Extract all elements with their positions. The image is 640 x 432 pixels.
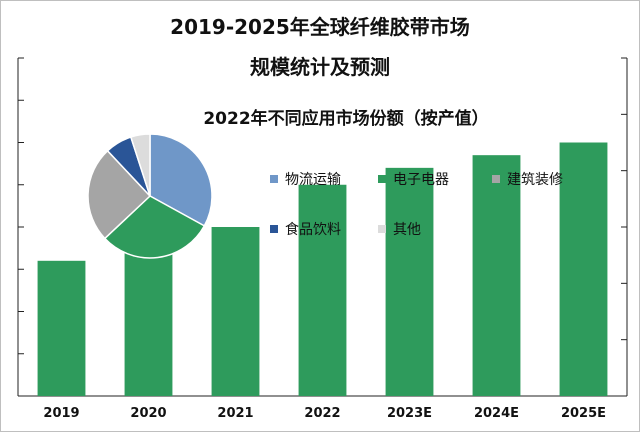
category-label-2022: 2022 bbox=[304, 406, 340, 421]
legend-swatch-1 bbox=[378, 175, 386, 183]
legend-swatch-2 bbox=[492, 175, 500, 183]
pie-slice-1 bbox=[103, 195, 206, 259]
legend-label-3: 食品饮料 bbox=[285, 221, 341, 238]
pie-slice-0 bbox=[149, 133, 213, 227]
left-axis-ticks bbox=[18, 57, 24, 397]
category-label-2020: 2020 bbox=[130, 406, 166, 421]
category-label-2025E: 2025E bbox=[561, 406, 606, 421]
bar-2020 bbox=[124, 239, 173, 396]
bar-2022 bbox=[298, 184, 347, 396]
legend-label-4: 其他 bbox=[393, 222, 421, 238]
pie-title: 2022年不同应用市场份额（按产值） bbox=[203, 108, 488, 129]
category-label-2024E: 2024E bbox=[474, 406, 519, 421]
pie-chart bbox=[87, 133, 213, 259]
bar-2025E bbox=[559, 142, 608, 396]
chart-title-line-2: 规模统计及预测 bbox=[250, 55, 390, 79]
category-label-2019: 2019 bbox=[43, 406, 79, 421]
pie-slice-4 bbox=[129, 133, 151, 197]
bar-2019 bbox=[37, 260, 86, 396]
bar-2023E bbox=[385, 167, 434, 396]
legend-label-1: 电子电器 bbox=[393, 172, 449, 188]
bar-2024E bbox=[472, 155, 521, 396]
legend-label-2: 建筑装修 bbox=[507, 172, 563, 188]
legend-swatch-4 bbox=[378, 225, 386, 233]
pie-slice-2 bbox=[87, 149, 152, 240]
category-label-2021: 2021 bbox=[217, 406, 253, 421]
legend-label-0: 物流运输 bbox=[285, 172, 341, 188]
right-axis-ticks bbox=[621, 57, 627, 397]
bar-series bbox=[37, 142, 608, 396]
chart-title-line-1: 2019-2025年全球纤维胶带市场 bbox=[170, 15, 470, 39]
legend-swatch-0 bbox=[270, 175, 278, 183]
bar-2021 bbox=[211, 227, 260, 396]
category-label-2023E: 2023E bbox=[387, 406, 432, 421]
legend-swatch-3 bbox=[270, 225, 278, 233]
category-labels: 2019 2020 2021 2022 2023E 2024E 2025E bbox=[43, 406, 606, 421]
